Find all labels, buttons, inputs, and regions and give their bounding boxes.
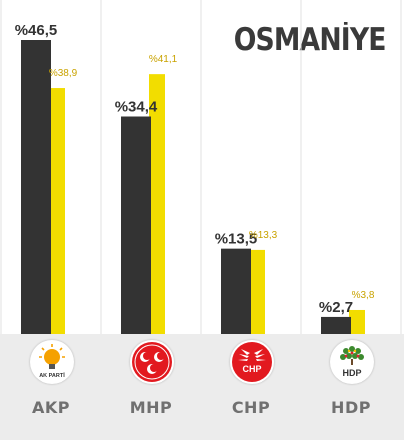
mhp-logo [130, 340, 174, 384]
bar-secondary-hdp [349, 309, 365, 334]
mhp-crescents-icon [132, 342, 172, 382]
bar-primary-akp [21, 40, 51, 334]
label-secondary-akp: %38,9 [49, 68, 78, 79]
label-secondary-chp: %13,3 [249, 230, 278, 241]
labels-group: %46,5 %38,9 %34,4 %41,1 %13,5%13,3 %2,7%3,8 [15, 22, 375, 316]
label-primary-chp: %13,5 [215, 231, 258, 248]
label-primary-mhp: %34,4 [115, 99, 158, 116]
label-secondary-mhp: %41,1 [149, 54, 178, 65]
chp-logo: CHP [230, 340, 274, 384]
bar-secondary-akp [49, 88, 65, 335]
akp-logo: AK PARTİ [30, 340, 74, 384]
label-secondary-hdp: %3,8 [352, 290, 375, 301]
bars-group [21, 40, 365, 335]
bar-primary-hdp [321, 316, 351, 334]
hdp-tree-icon: HDP [340, 346, 364, 378]
akp-bulb-icon: AK PARTİ [39, 344, 65, 379]
party-name-mhp: MHP [129, 398, 173, 417]
akp-logo-text: AK PARTİ [39, 372, 65, 379]
chp-logo-text: CHP [242, 364, 261, 374]
party-name-chp: CHP [231, 398, 271, 417]
chart-title: OSMANİYE [234, 22, 387, 58]
hdp-logo: HDP [330, 340, 374, 384]
party-name-akp: AKP [31, 398, 70, 417]
column-separators [0, 0, 402, 334]
party-column-akp: AK PARTİ AKP [1, 334, 101, 440]
bar-primary-chp [221, 248, 251, 334]
party-name-hdp: HDP [331, 398, 371, 417]
bar-secondary-mhp [149, 74, 165, 334]
party-column-mhp: MHP [101, 334, 201, 440]
bar-primary-mhp [121, 116, 151, 334]
label-primary-akp: %46,5 [15, 22, 58, 39]
party-column-hdp: HDP HDP [301, 334, 401, 440]
hdp-logo-text: HDP [342, 368, 361, 378]
bar-secondary-chp [249, 249, 265, 334]
label-primary-hdp: %2,7 [319, 299, 353, 316]
chp-arrows-icon: CHP [232, 342, 272, 382]
party-column-chp: CHP CHP [201, 334, 301, 440]
